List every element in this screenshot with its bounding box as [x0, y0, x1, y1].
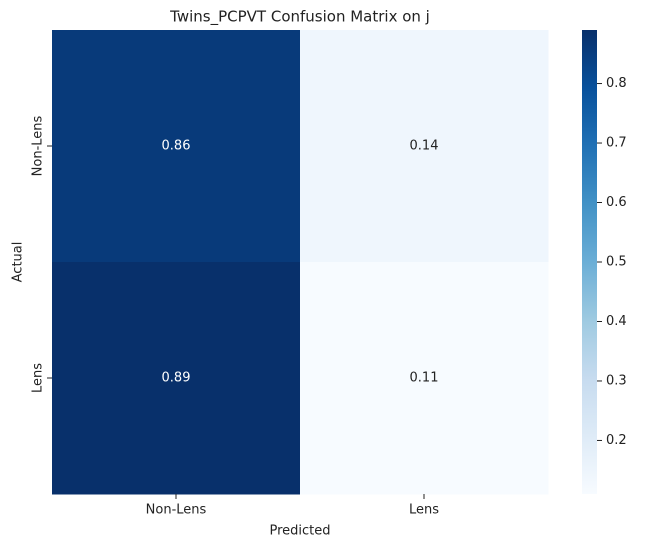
cell-label: 0.86	[162, 139, 191, 154]
x-axis-label: Predicted	[269, 524, 330, 539]
cell-label: 0.11	[410, 371, 439, 386]
heatmap-cell	[52, 262, 301, 495]
x-tick-label: Lens	[409, 503, 439, 518]
chart-title: Twins_PCPVT Confusion Matrix on j	[169, 8, 430, 27]
y-tick-label: Non-Lens	[31, 115, 46, 176]
cell-label: 0.14	[410, 139, 439, 154]
y-axis-label: Actual	[11, 242, 26, 283]
cell-label: 0.89	[162, 371, 191, 386]
y-tick-label: Lens	[31, 363, 46, 393]
colorbar-tick-label: 0.2	[606, 433, 627, 448]
colorbar-tick-label: 0.3	[606, 373, 627, 388]
heatmap-cell	[300, 30, 549, 263]
heatmap-cell	[300, 262, 549, 495]
colorbar-tick-label: 0.4	[606, 314, 627, 329]
colorbar-tick-label: 0.6	[606, 195, 627, 210]
heatmap-cell	[52, 30, 301, 263]
colorbar	[582, 30, 597, 494]
colorbar-tick-label: 0.5	[606, 255, 627, 270]
colorbar-tick-label: 0.7	[606, 136, 627, 151]
colorbar-tick-label: 0.8	[606, 76, 627, 91]
x-tick-label: Non-Lens	[146, 503, 207, 518]
